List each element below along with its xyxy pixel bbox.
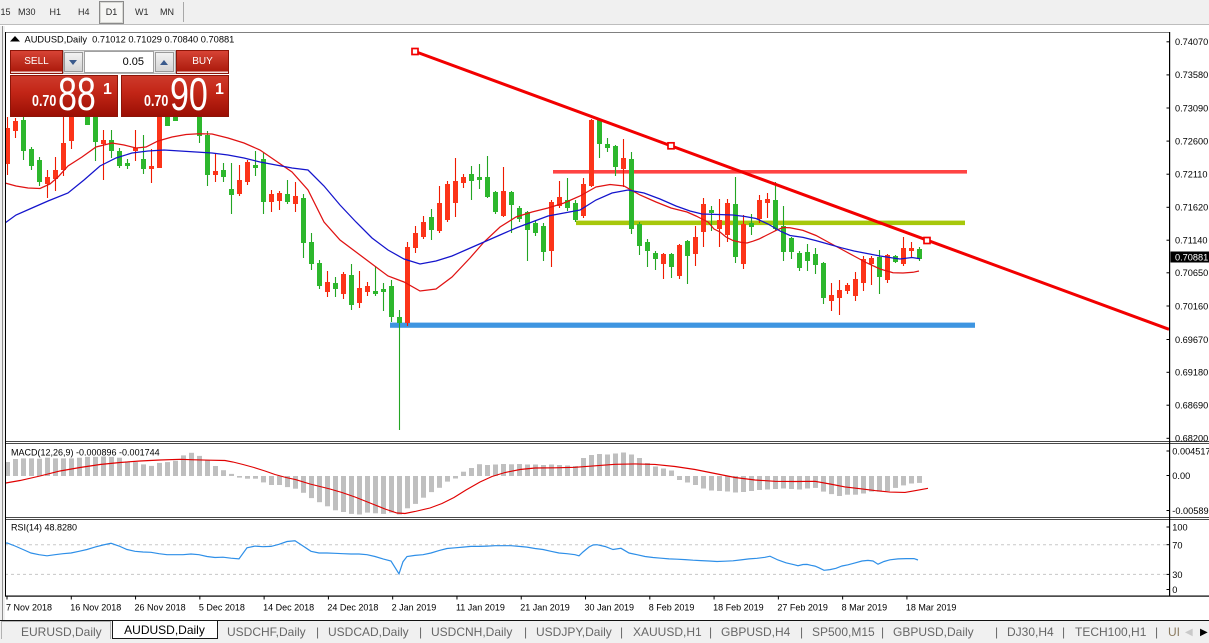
svg-text:0.72110: 0.72110 <box>1175 170 1208 180</box>
svg-text:0.72600: 0.72600 <box>1175 136 1208 146</box>
svg-text:24 Dec 2018: 24 Dec 2018 <box>327 602 378 612</box>
svg-text:16 Nov 2018: 16 Nov 2018 <box>70 602 121 612</box>
svg-text:27 Feb 2019: 27 Feb 2019 <box>777 602 828 612</box>
svg-text:0.004517: 0.004517 <box>1172 446 1209 456</box>
svg-text:0: 0 <box>1172 585 1177 595</box>
svg-text:MACD(12,26,9) -0.000896 -0.001: MACD(12,26,9) -0.000896 -0.001744 <box>11 447 160 457</box>
svg-text:8 Mar 2019: 8 Mar 2019 <box>842 602 888 612</box>
svg-text:RSI(14) 48.8280: RSI(14) 48.8280 <box>11 523 77 533</box>
svg-text:0.70650: 0.70650 <box>1175 268 1208 278</box>
svg-text:-0.00589: -0.00589 <box>1172 506 1208 516</box>
svg-text:5 Dec 2018: 5 Dec 2018 <box>199 602 245 612</box>
svg-text:14 Dec 2018: 14 Dec 2018 <box>263 602 314 612</box>
svg-text:30: 30 <box>1172 570 1182 580</box>
svg-text:2 Jan 2019: 2 Jan 2019 <box>392 602 437 612</box>
svg-text:11 Jan 2019: 11 Jan 2019 <box>456 602 505 612</box>
svg-text:30 Jan 2019: 30 Jan 2019 <box>585 602 635 612</box>
svg-text:0.69180: 0.69180 <box>1175 368 1208 378</box>
svg-text:8 Feb 2019: 8 Feb 2019 <box>649 602 695 612</box>
svg-text:0.68200: 0.68200 <box>1175 434 1208 444</box>
svg-text:18 Feb 2019: 18 Feb 2019 <box>713 602 764 612</box>
svg-text:70: 70 <box>1172 540 1182 550</box>
svg-text:21 Jan 2019: 21 Jan 2019 <box>520 602 570 612</box>
svg-text:0.70160: 0.70160 <box>1175 301 1208 311</box>
svg-text:0.73090: 0.73090 <box>1175 103 1208 113</box>
svg-text:26 Nov 2018: 26 Nov 2018 <box>135 602 186 612</box>
svg-text:0.00: 0.00 <box>1172 471 1190 481</box>
svg-text:18 Mar 2019: 18 Mar 2019 <box>906 602 957 612</box>
svg-text:AUDUSD,Daily 0.71012 0.71029: AUDUSD,Daily 0.71012 0.71029 0.70840 0.7… <box>25 34 235 44</box>
svg-text:7 Nov 2018: 7 Nov 2018 <box>6 602 52 612</box>
svg-text:0.69670: 0.69670 <box>1175 335 1208 345</box>
svg-text:0.70881: 0.70881 <box>1175 252 1208 262</box>
svg-text:0.74070: 0.74070 <box>1175 37 1208 47</box>
svg-text:0.71620: 0.71620 <box>1175 203 1208 213</box>
svg-text:100: 100 <box>1172 522 1187 532</box>
svg-text:0.71140: 0.71140 <box>1175 236 1208 246</box>
svg-text:0.73580: 0.73580 <box>1175 70 1208 80</box>
svg-text:0.68690: 0.68690 <box>1175 401 1208 411</box>
